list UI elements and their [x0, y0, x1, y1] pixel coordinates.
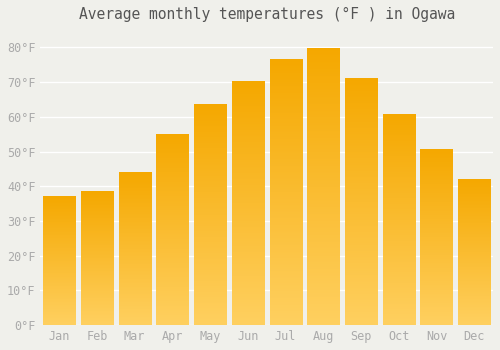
Title: Average monthly temperatures (°F ) in Ogawa: Average monthly temperatures (°F ) in Og…: [78, 7, 455, 22]
